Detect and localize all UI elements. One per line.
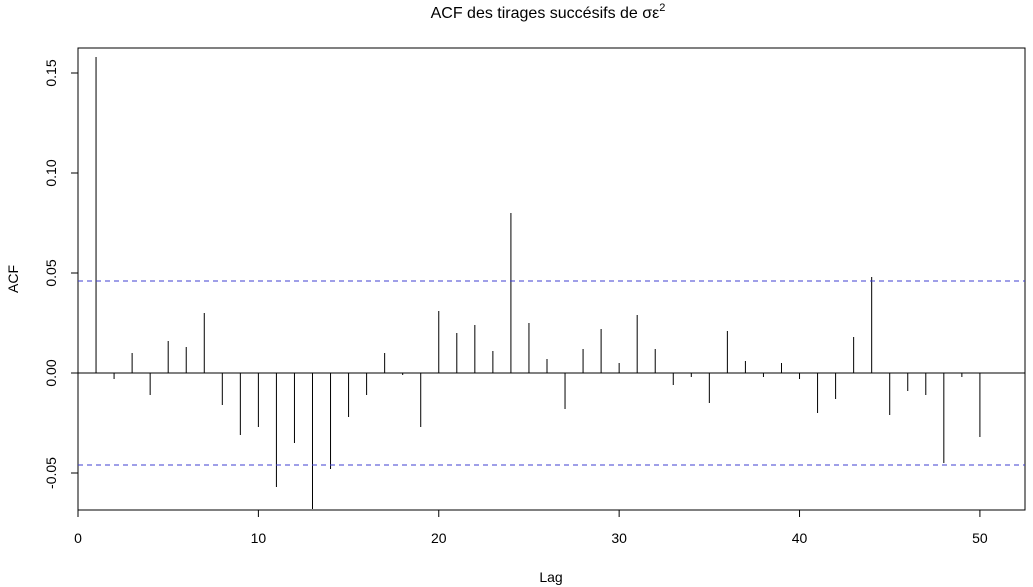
y-tick-label: 0.15	[43, 59, 59, 86]
plot-frame	[77, 47, 1026, 511]
y-axis: -0.05 0.00 0.05 0.10 0.15	[43, 59, 79, 489]
x-tick-label: 50	[972, 530, 988, 546]
chart-title-superscript: 2	[659, 2, 665, 14]
y-tick-label: 0.05	[43, 259, 59, 286]
x-axis-label: Lag	[539, 569, 562, 585]
chart-title: ACF des tirages succésifs de σε2	[431, 2, 666, 22]
chart-title-main: ACF des tirages succésifs de σε	[431, 5, 660, 22]
x-tick-label: 10	[251, 530, 267, 546]
y-tick-label: 0.10	[43, 159, 59, 186]
x-axis: 0 10 20 30 40 50	[74, 509, 988, 546]
x-tick-label: 40	[792, 530, 808, 546]
y-tick-label: 0.00	[43, 359, 59, 386]
confidence-bounds	[78, 280, 1025, 466]
y-tick-label: -0.05	[43, 457, 59, 489]
x-tick-label: 30	[611, 530, 627, 546]
y-axis-label: ACF	[5, 265, 21, 293]
x-tick-label: 20	[431, 530, 447, 546]
x-tick-label: 0	[74, 530, 82, 546]
acf-bars	[78, 57, 1025, 509]
